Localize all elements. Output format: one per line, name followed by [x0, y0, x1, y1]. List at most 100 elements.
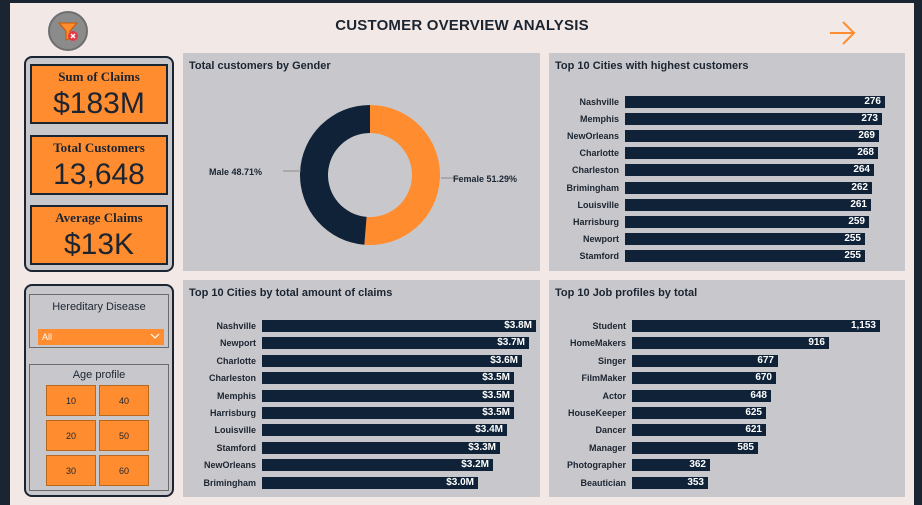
bar-category-label: Charleston	[208, 373, 256, 384]
bar-row[interactable]: Harrisburg 259	[573, 215, 889, 228]
bar[interactable]: 262	[625, 181, 872, 194]
dashboard-canvas: CUSTOMER OVERVIEW ANALYSIS Sum of Claims…	[10, 3, 914, 505]
bar[interactable]: 670	[632, 372, 776, 385]
bar[interactable]: 268	[625, 147, 878, 160]
bar[interactable]: 362	[632, 459, 710, 472]
bar[interactable]: $3.2M	[262, 459, 493, 472]
bar[interactable]: 276	[625, 96, 885, 108]
bar[interactable]: 585	[632, 441, 758, 454]
bar[interactable]: 261	[625, 198, 871, 211]
bar[interactable]: $3.0M	[262, 476, 478, 489]
age-tile-50[interactable]: 50	[99, 420, 149, 451]
bar-value-label: $3.3M	[468, 441, 496, 453]
bar-category-label: FilmMaker	[581, 373, 626, 384]
bar-row[interactable]: Charlotte $3.6M	[216, 354, 536, 367]
bar[interactable]: 255	[625, 232, 865, 245]
bar-row[interactable]: FilmMaker 670	[581, 372, 880, 385]
bar-row[interactable]: Actor 648	[602, 389, 880, 402]
bar[interactable]: 621	[632, 424, 766, 437]
bar-category-label: Harrisburg	[572, 216, 619, 227]
bar-row[interactable]: Harrisburg $3.5M	[210, 407, 536, 419]
age-tile-20[interactable]: 20	[46, 420, 96, 451]
clear-filters-button[interactable]	[48, 11, 88, 51]
bar-value-label: $3.6M	[490, 354, 518, 366]
bar[interactable]: 916	[632, 337, 829, 350]
bar[interactable]: $3.6M	[262, 354, 522, 367]
bar-row[interactable]: Newport 255	[583, 232, 889, 245]
bar-value-label: 625	[745, 407, 762, 418]
bar-category-label: Beautician	[580, 477, 626, 488]
bar-row[interactable]: Brimingham $3.0M	[203, 476, 536, 489]
bar-value-label: 648	[750, 389, 767, 401]
donut-slice-male[interactable]	[300, 105, 370, 245]
bar-row[interactable]: HouseKeeper 625	[568, 407, 880, 419]
hereditary-disease-slicer: Hereditary Disease All	[29, 294, 169, 348]
age-tile-40[interactable]: 40	[99, 385, 149, 416]
bar-value-label: 677	[757, 354, 774, 366]
age-tile-10[interactable]: 10	[46, 385, 96, 416]
bar-row[interactable]: Newport $3.7M	[220, 337, 536, 350]
bar-row[interactable]: Charleston $3.5M	[209, 372, 536, 385]
kpi-value: 13,648	[53, 158, 145, 191]
bar-category-label: NewOrleans	[566, 131, 619, 142]
bar[interactable]: 625	[632, 407, 766, 419]
filter-clear-icon	[57, 22, 79, 41]
bar-row[interactable]: Louisville 261	[577, 198, 889, 211]
bar-value-label: $3.8M	[504, 320, 532, 331]
kpi-label: Average Claims	[55, 210, 143, 225]
bar-value-label: 268	[857, 147, 874, 159]
bar[interactable]: $3.5M	[262, 407, 514, 419]
arrow-right-icon[interactable]	[828, 19, 856, 47]
bar-row[interactable]: NewOrleans 269	[567, 130, 889, 143]
bar[interactable]: 273	[625, 113, 882, 126]
bar[interactable]: $3.4M	[262, 424, 507, 437]
bar[interactable]: $3.5M	[262, 372, 514, 385]
bar-value-label: 276	[864, 96, 881, 107]
bar-row[interactable]: HomeMakers 916	[570, 337, 880, 350]
bar-value-label: 621	[745, 424, 762, 436]
bar[interactable]: 353	[632, 476, 708, 489]
panel-title: Top 10 Cities with highest customers	[555, 60, 749, 72]
bar-category-label: Stamford	[579, 250, 619, 261]
bar-value-label: 273	[861, 113, 878, 125]
bar-row[interactable]: Manager 585	[589, 441, 880, 454]
bar-category-label: Dancer	[595, 425, 626, 436]
bar-row[interactable]: Dancer 621	[595, 424, 880, 437]
bar-row[interactable]: Nashville 276	[579, 96, 889, 108]
bar-row[interactable]: Beautician 353	[580, 476, 880, 489]
bar-value-label: 353	[687, 476, 704, 488]
bar-category-label: NewOrleans	[203, 460, 256, 471]
bar-row[interactable]: Louisville $3.4M	[214, 424, 536, 437]
bar-row[interactable]: Student 1,153	[593, 320, 880, 332]
bar[interactable]: 1,153	[632, 320, 880, 332]
age-tile-30[interactable]: 30	[46, 455, 96, 486]
bar-row[interactable]: Stamford 255	[579, 249, 889, 262]
bar[interactable]: $3.5M	[262, 389, 514, 402]
bar-row[interactable]: Nashville $3.8M	[216, 320, 536, 332]
bar[interactable]: 677	[632, 354, 778, 367]
bar[interactable]: 264	[625, 164, 874, 177]
bar-row[interactable]: Stamford $3.3M	[216, 441, 536, 454]
bar-value-label: 255	[844, 232, 861, 244]
bar[interactable]: 269	[625, 130, 879, 143]
bar[interactable]: 259	[625, 215, 869, 228]
bar[interactable]: 648	[632, 389, 771, 402]
bar-row[interactable]: Singer 677	[598, 354, 880, 367]
bar[interactable]: 255	[625, 249, 865, 262]
bar-row[interactable]: Memphis 273	[580, 113, 889, 126]
bar-row[interactable]: Memphis $3.5M	[217, 389, 536, 402]
age-tile-60[interactable]: 60	[99, 455, 149, 486]
donut-label-female: Female 51.29%	[453, 174, 518, 184]
bar-category-label: Student	[592, 321, 627, 331]
bar-row[interactable]: Photographer 362	[567, 459, 880, 472]
bar-category-label: Charleston	[571, 165, 619, 176]
bar-row[interactable]: Charlotte 268	[579, 147, 889, 160]
bar[interactable]: $3.8M	[262, 320, 536, 332]
bar[interactable]: $3.3M	[262, 441, 500, 454]
bar-row[interactable]: NewOrleans $3.2M	[204, 459, 536, 472]
donut-slice-female[interactable]	[364, 105, 441, 245]
bar[interactable]: $3.7M	[262, 337, 529, 350]
bar-row[interactable]: Brimingham 262	[566, 181, 889, 194]
hereditary-disease-dropdown[interactable]: All	[38, 329, 164, 345]
bar-row[interactable]: Charleston 264	[572, 164, 889, 177]
